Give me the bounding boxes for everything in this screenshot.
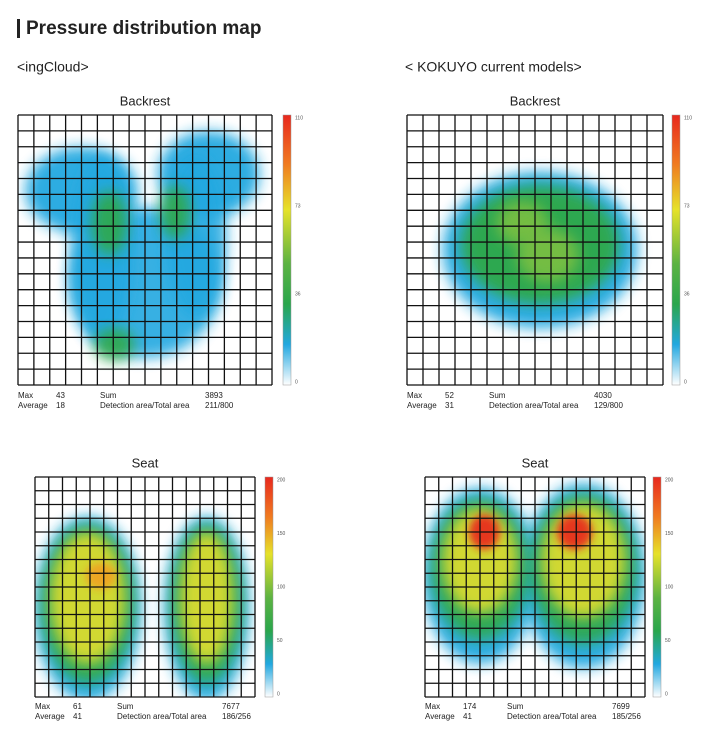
- color-scale: [652, 476, 662, 698]
- heat-region: [91, 190, 128, 256]
- stat-label: Average: [425, 712, 455, 721]
- scale-tick-label: 73: [295, 203, 301, 209]
- stat-value: 41: [463, 712, 472, 721]
- heatmap: [425, 483, 645, 669]
- pressure-panel: Seat 200 150 100 50 0 Max 174 Sum 7699 Average 41 De…: [424, 455, 674, 721]
- stat-value: 185/256: [612, 712, 641, 721]
- scale-tick-label: 50: [665, 638, 671, 644]
- stat-value: 61: [73, 702, 82, 711]
- scale-tick-label: 100: [277, 584, 286, 590]
- title-bar: [17, 19, 20, 38]
- stat-value: 7677: [222, 702, 240, 711]
- color-scale: [282, 114, 292, 386]
- page-title: Pressure distribution map: [26, 18, 261, 39]
- stat-label: Sum: [507, 702, 524, 711]
- panel-title: Backrest: [510, 93, 561, 108]
- pressure-panel: Backrest 110 73 36 0 Max 43 Sum 3893 Average 18 Det…: [17, 93, 303, 410]
- stat-label: Average: [18, 401, 48, 410]
- scale-tick-label: 200: [277, 477, 286, 483]
- panel-title: Seat: [132, 455, 159, 470]
- stat-label: Detection area/Total area: [117, 712, 207, 721]
- stat-value: 52: [445, 391, 454, 400]
- stat-label: Max: [407, 391, 422, 400]
- heat-region: [85, 562, 117, 590]
- scale-tick-label: 150: [665, 531, 674, 537]
- pressure-panel: Seat 200 150 100 50 0 Max 61 Sum 7677 Average 41 Det…: [34, 455, 286, 721]
- heat-region: [160, 185, 191, 240]
- pressure-panel: Backrest 110 73 36 0 Max 52 Sum 4030 Average 31 Det…: [406, 93, 692, 410]
- stat-label: Average: [407, 401, 437, 410]
- scale-tick-label: 110: [684, 115, 692, 121]
- scale-tick-label: 50: [277, 638, 283, 644]
- stat-value: 41: [73, 712, 82, 721]
- heat-region: [180, 532, 234, 664]
- panels: Backrest 110 73 36 0 Max 43 Sum 3893 Average 18 Det…: [17, 93, 692, 721]
- scale-tick-label: 0: [665, 691, 668, 697]
- panel-title: Seat: [522, 455, 549, 470]
- scale-tick-label: 0: [295, 379, 298, 385]
- scale-tick-label: 36: [295, 291, 301, 297]
- stat-label: Average: [35, 712, 65, 721]
- stat-value: 7699: [612, 702, 630, 711]
- stat-value: 129/800: [594, 401, 623, 410]
- scale-tick-label: 150: [277, 531, 286, 537]
- color-scale: [264, 476, 274, 698]
- heatmap: [442, 171, 638, 329]
- stat-label: Max: [425, 702, 440, 711]
- scale-tick-label: 36: [684, 291, 690, 297]
- heatmap: [35, 516, 249, 697]
- stat-value: 211/800: [205, 401, 234, 410]
- scale-tick-label: 73: [684, 203, 690, 209]
- scale-tick-label: 200: [665, 477, 674, 483]
- scale-tick-label: 110: [295, 115, 303, 121]
- stat-value: 174: [463, 702, 477, 711]
- panel-title: Backrest: [120, 93, 171, 108]
- color-scale: [671, 114, 681, 386]
- stat-value: 43: [56, 391, 65, 400]
- heat-region: [50, 532, 126, 664]
- stat-label: Detection area/Total area: [507, 712, 597, 721]
- stat-value: 186/256: [222, 712, 251, 721]
- scale-tick-label: 0: [684, 379, 687, 385]
- stat-label: Sum: [117, 702, 134, 711]
- stat-value: 31: [445, 401, 454, 410]
- stat-value: 4030: [594, 391, 612, 400]
- stat-label: Max: [35, 702, 50, 711]
- stat-value: 3893: [205, 391, 223, 400]
- scale-tick-label: 0: [277, 691, 280, 697]
- stat-label: Detection area/Total area: [489, 401, 579, 410]
- stat-label: Sum: [100, 391, 117, 400]
- scale-tick-label: 100: [665, 584, 674, 590]
- stat-label: Sum: [489, 391, 506, 400]
- stat-label: Detection area/Total area: [100, 401, 190, 410]
- column-heading: <ingCloud>: [17, 59, 89, 75]
- stat-value: 18: [56, 401, 65, 410]
- column-heading: < KOKUYO current models>: [405, 59, 582, 75]
- stat-label: Max: [18, 391, 33, 400]
